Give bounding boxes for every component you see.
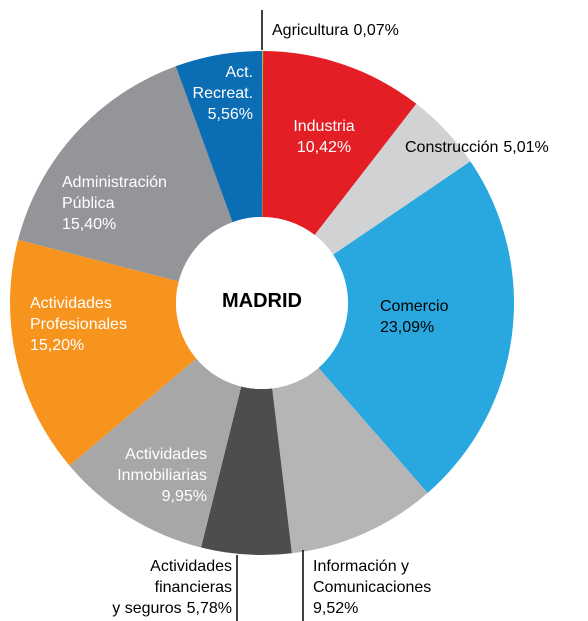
value-label: 15,40% — [62, 216, 117, 233]
slice-label: Agricultura 0,07% — [272, 20, 399, 41]
category-label: Administración Pública — [62, 174, 167, 212]
category-label: Industria — [293, 118, 355, 135]
slice — [69, 358, 242, 548]
category-label: Actividades Profesionales — [30, 295, 127, 333]
value-label: 10,42% — [296, 139, 352, 156]
slice — [262, 51, 417, 236]
value-label: 5,78% — [186, 600, 232, 617]
value-label: 5,01% — [503, 139, 549, 156]
slice-label: Act. Recreat. 5,56% — [193, 62, 253, 125]
category-label: Actividades Inmobiliarias — [117, 446, 207, 484]
donut-hole — [176, 217, 348, 389]
value-label: 0,07% — [353, 22, 399, 39]
value-label: 9,95% — [161, 488, 207, 505]
category-label: Agricultura — [272, 22, 349, 39]
center-label: MADRID — [222, 290, 302, 312]
slice-label: Actividades financieras y seguros 5,78% — [112, 556, 232, 619]
category-label: Construcción — [405, 139, 499, 156]
slice-label: Actividades Inmobiliarias 9,95% — [117, 444, 207, 507]
slice-label: Administración Pública 15,40% — [62, 172, 167, 235]
slice — [262, 51, 264, 218]
slice — [314, 103, 471, 255]
value-label: 23,09% — [380, 319, 435, 336]
slice-label: Industria 10,42% — [284, 116, 364, 158]
value-label: 15,20% — [30, 337, 85, 354]
slice-label: Construcción 5,01% — [405, 137, 549, 158]
category-label: Comercio — [380, 298, 449, 315]
value-label: 9,52% — [313, 600, 359, 617]
slice — [9, 239, 197, 466]
category-label: Información y Comunicaciones — [313, 558, 432, 596]
slice — [201, 386, 292, 555]
value-label: 5,56% — [207, 106, 253, 123]
category-label: Actividades financieras y seguros — [112, 558, 232, 617]
slice — [175, 51, 262, 223]
category-label: Act. Recreat. — [192, 64, 253, 102]
slice — [272, 367, 428, 554]
slice-label: Comercio 23,09% — [380, 296, 448, 338]
slice — [18, 66, 233, 282]
slice — [318, 161, 514, 493]
slice-label: Información y Comunicaciones 9,52% — [313, 556, 431, 619]
slice-label: Actividades Profesionales 15,20% — [30, 293, 127, 356]
